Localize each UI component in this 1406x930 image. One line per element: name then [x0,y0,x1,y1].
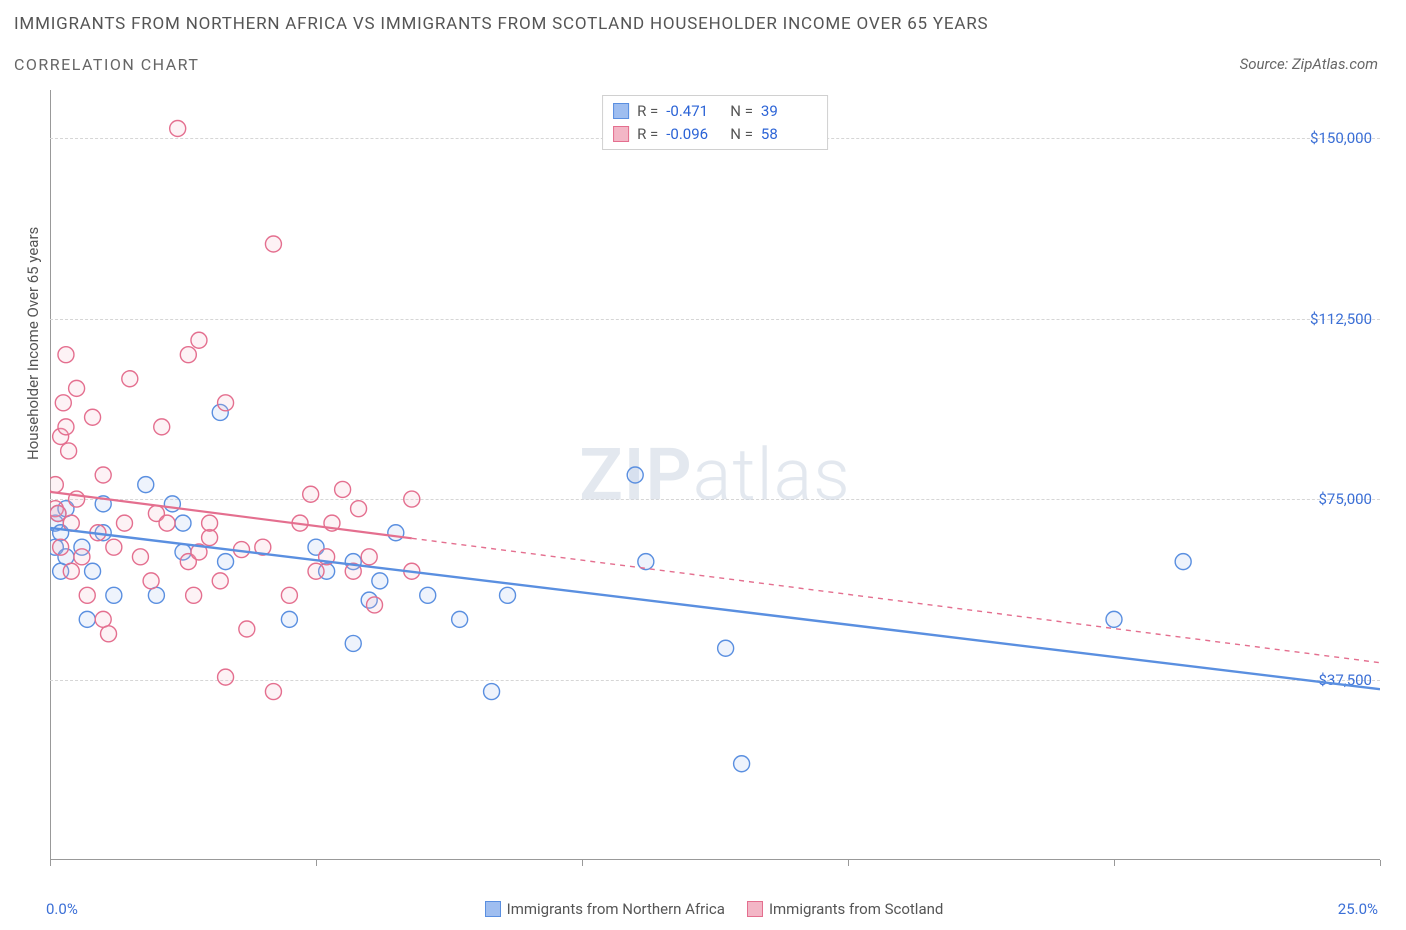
data-point [484,684,500,700]
plot-area: ZIPatlas R =-0.471N =39R =-0.096N =58 $3… [50,90,1380,860]
data-point [218,554,234,570]
data-point [361,549,377,565]
data-point [170,121,186,137]
data-point [116,515,132,531]
data-point [420,587,436,603]
data-point [138,477,154,493]
data-point [85,409,101,425]
data-point [79,587,95,603]
legend-label: Immigrants from Scotland [769,900,943,918]
data-point [218,395,234,411]
x-tick [1380,860,1381,866]
data-point [718,640,734,656]
data-point [351,501,367,517]
data-point [58,347,74,363]
source-label: Source: [1240,55,1292,73]
stats-row: R = -0.096 N = 58 [613,123,817,146]
data-point [239,621,255,637]
n-value: 39 [761,100,817,123]
r-value: -0.096 [666,123,722,146]
n-label: N = [730,100,753,123]
data-point [69,380,85,396]
data-point [388,525,404,541]
r-label: R = [637,123,658,146]
data-point [202,530,218,546]
data-point [132,549,148,565]
data-point [500,587,516,603]
data-point [164,496,180,512]
data-point [218,669,234,685]
legend-label: Immigrants from Northern Africa [507,900,725,918]
data-point [281,611,297,627]
chart-svg [50,90,1380,860]
data-point [180,347,196,363]
y-axis-label: Householder Income Over 65 years [24,227,42,460]
n-value: 58 [761,123,817,146]
data-point [281,587,297,603]
data-point [1106,611,1122,627]
data-point [58,419,74,435]
data-point [452,611,468,627]
data-point [627,467,643,483]
data-point [154,419,170,435]
x-tick [582,860,583,866]
data-point [79,611,95,627]
data-point [265,236,281,252]
data-point [345,635,361,651]
data-point [101,626,117,642]
data-point [1175,554,1191,570]
data-point [106,539,122,555]
data-point [404,491,420,507]
x-tick [1114,860,1115,866]
data-point [55,395,71,411]
x-tick [50,860,51,866]
chart-subtitle: CORRELATION CHART [14,55,199,74]
data-point [734,756,750,772]
data-point [308,563,324,579]
data-point [191,332,207,348]
bottom-legend: Immigrants from Northern Africa Immigrant… [0,900,1406,918]
data-point [212,573,228,589]
legend-swatch [485,901,501,917]
data-point [143,573,159,589]
data-point [372,573,388,589]
source-name: ZipAtlas.com [1292,55,1378,73]
data-point [95,467,111,483]
x-tick [848,860,849,866]
legend-swatch [747,901,763,917]
data-point [159,515,175,531]
data-point [74,549,90,565]
data-point [61,443,77,459]
n-label: N = [730,123,753,146]
x-tick [316,860,317,866]
stats-legend-box: R = -0.471 N = 39 R = -0.096 N = 58 [602,95,828,150]
r-label: R = [637,100,658,123]
data-point [175,515,191,531]
source-attribution: Source: ZipAtlas.com [1240,55,1378,73]
data-point [335,481,351,497]
data-point [85,563,101,579]
data-point [186,587,202,603]
legend-swatch [613,126,629,142]
data-point [122,371,138,387]
data-point [63,563,79,579]
data-point [50,477,63,493]
data-point [106,587,122,603]
legend-swatch [613,103,629,119]
data-point [53,539,69,555]
chart-title: IMMIGRANTS FROM NORTHERN AFRICA VS IMMIG… [14,14,988,34]
trend-line [50,528,1380,689]
data-point [367,597,383,613]
data-point [148,587,164,603]
data-point [95,611,111,627]
data-point [265,684,281,700]
data-point [202,515,218,531]
stats-row: R = -0.471 N = 39 [613,100,817,123]
r-value: -0.471 [666,100,722,123]
trend-line-dashed [412,538,1380,662]
data-point [303,486,319,502]
